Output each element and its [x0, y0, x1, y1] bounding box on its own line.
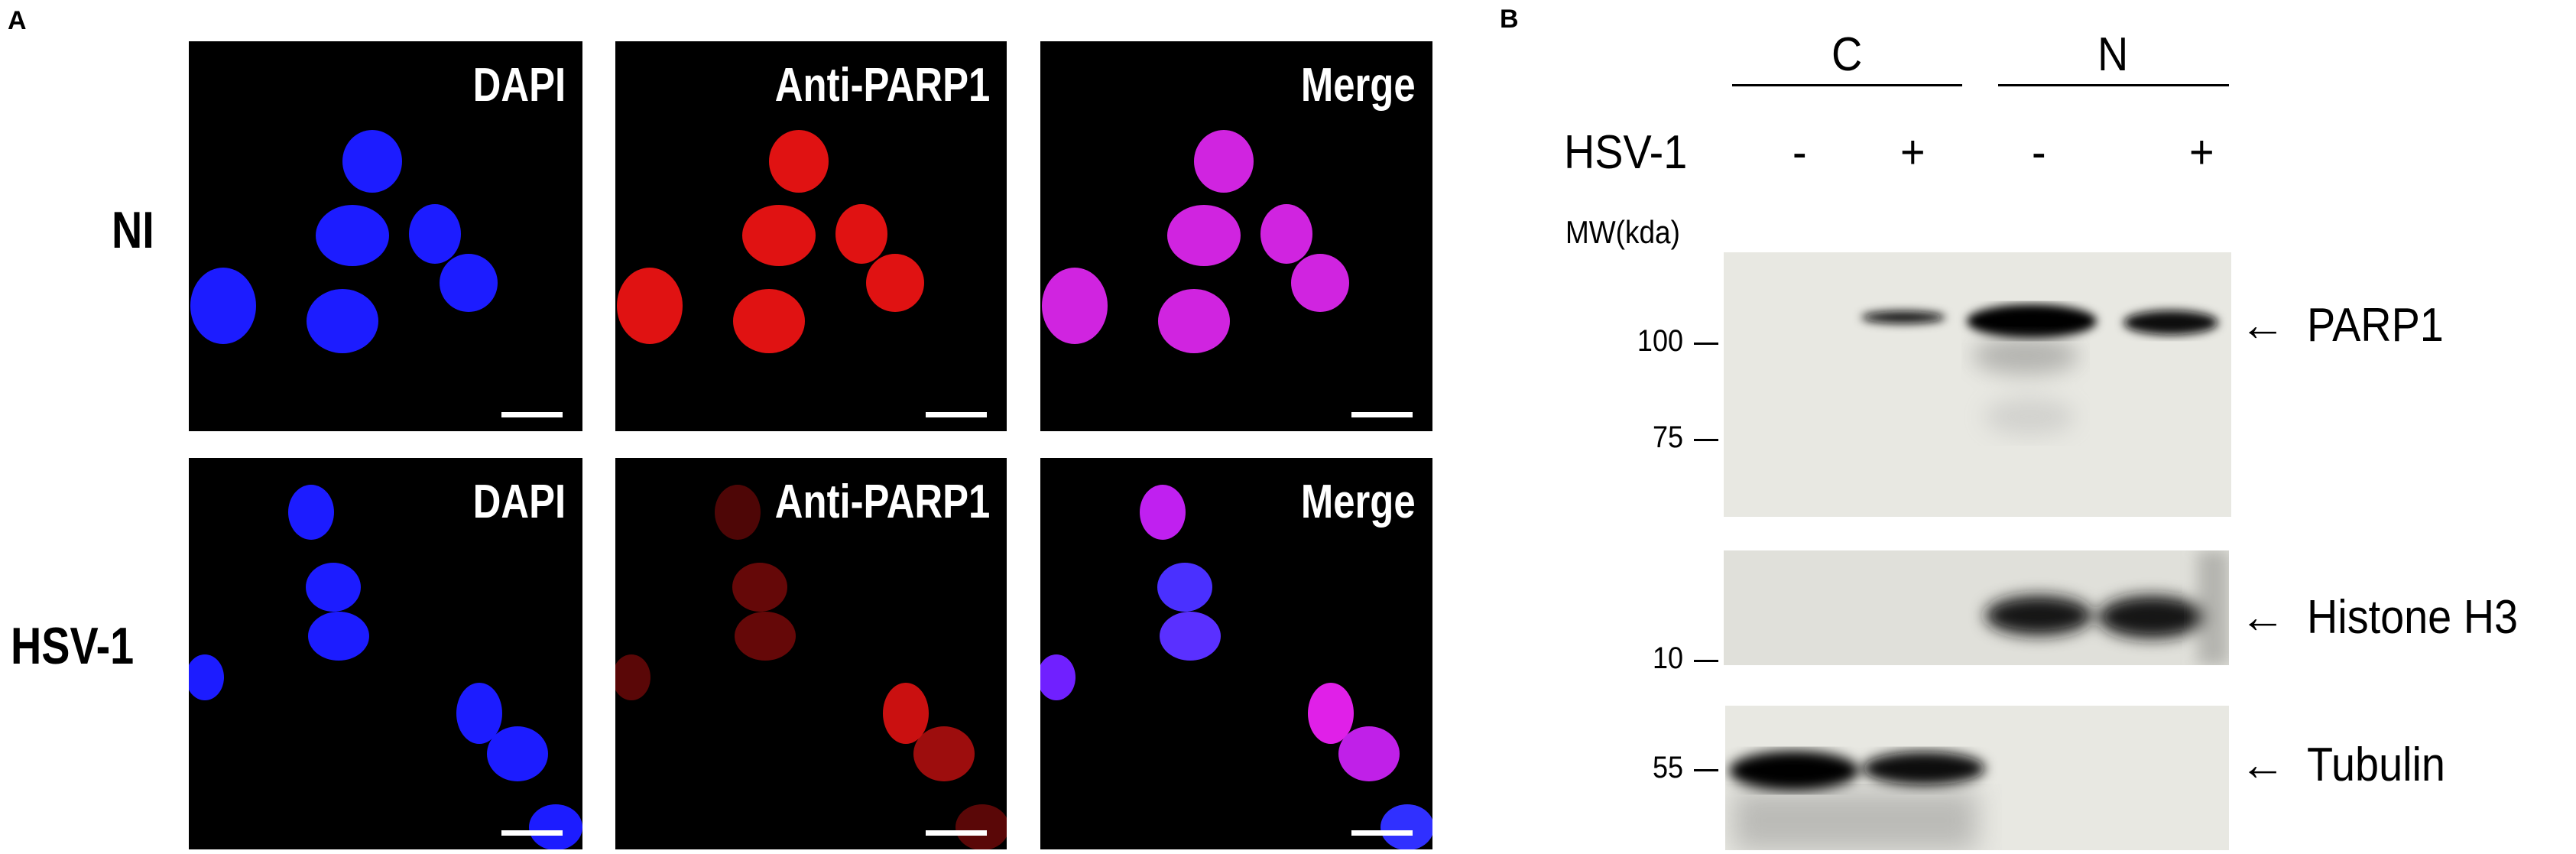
- nucleus: [1167, 205, 1241, 266]
- micrograph-ni-dapi: DAPI: [189, 41, 582, 431]
- micrograph-ni-anti-parp1: Anti-PARP1: [615, 41, 1007, 431]
- fraction-line-n: [1998, 84, 2229, 86]
- arrow-left-icon: ←: [2240, 739, 2286, 790]
- nucleus: [1158, 289, 1230, 353]
- nucleus: [1140, 485, 1186, 540]
- protein-label-tubulin: Tubulin: [2307, 739, 2445, 791]
- mw-tick-75: [1694, 439, 1718, 441]
- nucleus: [307, 289, 378, 353]
- lane-sign-1: -: [1792, 126, 1807, 179]
- panel-a-letter: A: [8, 6, 27, 35]
- nucleus: [1194, 130, 1254, 193]
- nucleus: [1380, 804, 1432, 849]
- blot-histone-h3: [1724, 550, 2229, 665]
- micrograph-ni-merge: Merge: [1040, 41, 1432, 431]
- row-label-ni: NI: [112, 201, 154, 259]
- mw-marker-100: 100: [1637, 324, 1683, 358]
- channel-label-merge: Merge: [1301, 59, 1416, 112]
- nucleus: [409, 204, 461, 264]
- channel-label-merge: Merge: [1301, 476, 1416, 528]
- mw-header: MW(kda): [1565, 214, 1680, 250]
- nucleus: [487, 726, 548, 781]
- scale-bar: [1351, 830, 1413, 836]
- nucleus: [1338, 726, 1400, 781]
- arrow-left-icon: ←: [2240, 299, 2286, 350]
- nucleus: [769, 130, 829, 193]
- mw-tick-55: [1694, 769, 1718, 771]
- nucleus: [190, 268, 256, 344]
- scale-bar: [501, 830, 563, 836]
- nucleus: [306, 563, 361, 612]
- nucleus: [1042, 268, 1108, 344]
- nucleus: [1157, 563, 1212, 612]
- nucleus: [316, 205, 389, 266]
- blot-tubulin: [1725, 706, 2229, 850]
- micrograph-hsv1-merge: Merge: [1040, 458, 1432, 849]
- scale-bar: [1351, 412, 1413, 417]
- nucleus: [308, 612, 369, 661]
- nucleus: [617, 268, 683, 344]
- nucleus: [288, 485, 334, 540]
- nucleus: [529, 804, 582, 849]
- channel-label-anti-parp1: Anti-PARP1: [774, 59, 990, 112]
- arrow-left-icon: ←: [2240, 591, 2286, 642]
- scale-bar: [926, 412, 987, 417]
- fraction-label-cytoplasm: C: [1831, 28, 1863, 81]
- lane-sign-3: -: [2032, 126, 2046, 179]
- nucleus: [735, 612, 796, 661]
- channel-label-dapi: DAPI: [472, 59, 566, 112]
- nucleus: [342, 130, 402, 193]
- nucleus: [615, 654, 650, 700]
- mw-marker-10: 10: [1652, 641, 1683, 675]
- fraction-line-c: [1732, 84, 1962, 86]
- mw-marker-55: 55: [1652, 751, 1683, 784]
- mw-tick-100: [1694, 343, 1718, 345]
- micrograph-hsv1-anti-parp1: Anti-PARP1: [615, 458, 1007, 849]
- lane-sign-2: +: [1900, 126, 1926, 179]
- nucleus: [732, 563, 787, 612]
- row-label-hsv1: HSV-1: [11, 617, 135, 675]
- fraction-label-nucleus: N: [2097, 28, 2129, 81]
- nucleus: [883, 683, 929, 744]
- channel-label-anti-parp1: Anti-PARP1: [774, 476, 990, 528]
- scale-bar: [501, 412, 563, 417]
- panel-b-letter: B: [1500, 5, 1519, 34]
- channel-label-dapi: DAPI: [472, 476, 566, 528]
- nucleus: [1260, 204, 1312, 264]
- blot-parp1: [1724, 252, 2231, 517]
- nucleus: [1040, 654, 1075, 700]
- protein-label-histone-h3: Histone H3: [2307, 591, 2519, 644]
- treatment-label: HSV-1: [1564, 126, 1688, 179]
- nucleus: [1308, 683, 1354, 744]
- lane-sign-4: +: [2189, 126, 2214, 179]
- nucleus: [715, 485, 761, 540]
- nucleus: [866, 254, 924, 312]
- mw-tick-10: [1694, 660, 1718, 662]
- scale-bar: [926, 830, 987, 836]
- mw-marker-75: 75: [1652, 421, 1683, 454]
- nucleus: [955, 804, 1007, 849]
- nucleus: [189, 654, 224, 700]
- micrograph-hsv1-dapi: DAPI: [189, 458, 582, 849]
- nucleus: [835, 204, 887, 264]
- protein-label-parp1: PARP1: [2307, 299, 2444, 352]
- nucleus: [1291, 254, 1349, 312]
- nucleus: [456, 683, 502, 744]
- nucleus: [742, 205, 816, 266]
- nucleus: [913, 726, 975, 781]
- nucleus: [440, 254, 498, 312]
- nucleus: [1160, 612, 1221, 661]
- nucleus: [733, 289, 805, 353]
